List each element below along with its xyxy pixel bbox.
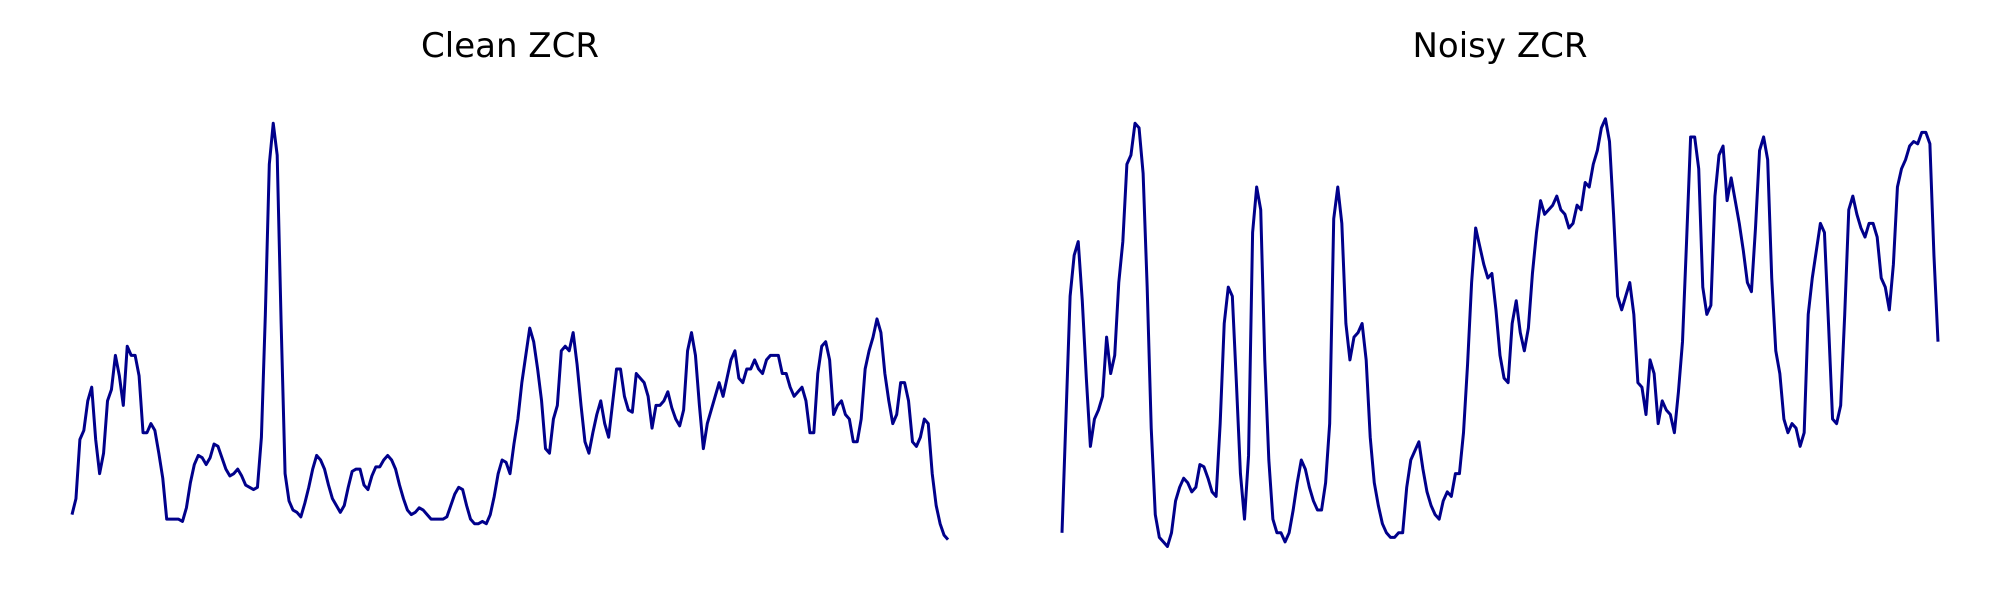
clean-zcr-line	[70, 121, 950, 541]
clean-zcr-panel: Clean ZCR	[70, 26, 950, 541]
noisy-zcr-line	[1060, 117, 1940, 548]
chart-title: Noisy ZCR	[1413, 26, 1588, 66]
noisy-zcr-panel: Noisy ZCR	[1060, 26, 1940, 548]
chart-title: Clean ZCR	[421, 26, 599, 66]
